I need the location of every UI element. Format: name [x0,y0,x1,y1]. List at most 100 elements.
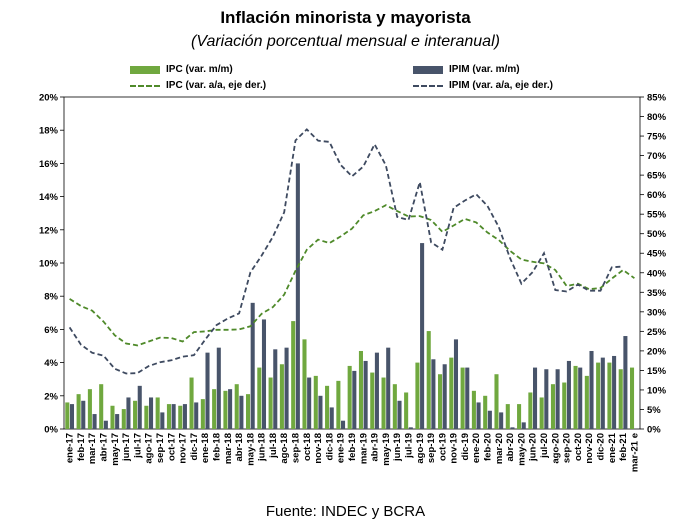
ipim-mm-bar [250,302,255,429]
ipim-mm-bar [352,370,357,429]
left-axis-tick-label: 12% [39,225,59,236]
x-axis-tick-label: abr-20 [505,433,516,462]
x-axis-tick-label: nov-20 [584,433,595,464]
ipc-mm-bar [562,382,567,429]
right-axis-tick-label: 0% [647,425,661,436]
ipc-mm-bar [460,367,465,429]
ipc-mm-bar [279,364,284,429]
right-axis-tick-label: 5% [647,405,661,416]
ipc-mm-bar [392,384,397,429]
x-axis-tick-label: nov-17 [178,433,189,464]
ipc-mm-bar [347,365,352,429]
x-axis-tick-label: dic-18 [324,433,335,460]
right-axis-tick-label: 75% [647,132,667,143]
x-axis-tick-label: feb-21 [618,432,629,461]
x-axis-tick-label: may-17 [110,433,121,466]
chart-subtitle: (Variación porcentual mensual e interanu… [191,33,500,50]
right-axis-tick-label: 25% [647,327,667,338]
ipc-mm-bar [99,384,104,429]
ipc-mm-bar [121,409,126,429]
x-axis-tick-label: jul-18 [268,433,279,459]
ipim-mm-bar [307,377,312,429]
right-axis-tick-label: 20% [647,346,667,357]
ipim-mm-bar [487,410,492,429]
x-axis-tick-label: jun-17 [121,433,132,462]
source-note: Fuente: INDEC y BCRA [265,503,426,520]
ipc-mm-bar [245,394,251,429]
x-axis-tick-label: jul-19 [404,433,415,459]
ipim-mm-bar [273,349,278,429]
right-axis-tick-label: 55% [647,210,667,221]
ipc-mm-bar [200,399,205,429]
ipc-mm-bar [573,365,578,429]
ipim-mm-bar [612,355,617,429]
x-axis-tick-label: ene-17 [65,433,76,463]
ipim-mm-bar [194,402,199,429]
ipim-mm-bar [521,422,526,429]
ipim-mm-bar [566,360,571,429]
ipim-mm-bar [228,389,233,429]
right-axis-tick-label: 85% [647,93,667,104]
ipim-mm-bar [533,367,538,429]
ipc-mm-bar [426,331,431,429]
x-axis-tick-label: abr-18 [234,433,245,462]
x-axis-tick-label: mar-17 [87,433,98,464]
x-axis-tick-label: jun-18 [257,433,268,462]
ipim-mm-bar [216,347,221,429]
x-axis-tick-label: dic-17 [189,433,200,460]
x-axis-tick-label: feb-20 [483,433,494,461]
x-axis-tick-label: jul-20 [539,433,550,459]
ipim-mm-bar [544,369,549,429]
right-axis-tick-label: 30% [647,307,667,318]
ipim-mm-bar [442,364,447,429]
ipim-mm-bar [476,402,481,429]
ipc-mm-bar [596,362,601,429]
ipim-mm-bar [92,414,97,429]
ipc-mm-bar [471,390,476,429]
x-axis-tick-label: abr-19 [370,433,381,462]
right-axis-tick-label: 15% [647,366,667,377]
ipim-mm-bar [182,404,187,429]
ipc-mm-bar [76,394,81,429]
ipim-mm-bar [578,367,583,429]
legend-ipim-mm-label: IPIM (var. m/m) [449,64,520,75]
ipc-mm-bar [449,357,454,429]
ipim-mm-bar [431,359,436,429]
chart-title: Inflación minorista y mayorista [220,8,471,27]
ipim-mm-bar [555,369,560,429]
right-axis-tick-label: 50% [647,229,667,240]
ipim-mm-bar [318,395,323,429]
ipc-mm-bar [178,405,183,429]
ipc-mm-bar [629,367,635,429]
ipc-mm-bar [517,404,522,429]
right-axis-tick-label: 45% [647,249,667,260]
ipim-mm-bar [397,400,402,429]
legend-ipc-mm-label: IPC (var. m/m) [166,64,233,75]
ipim-mm-bar [239,395,244,429]
ipim-mm-bar [160,412,165,429]
ipc-aa-line [69,204,635,347]
left-axis-tick-label: 6% [44,325,58,336]
right-axis-tick-label: 65% [647,171,667,182]
x-axis-tick-label: may-19 [381,433,392,466]
ipc-mm-bar [584,375,589,429]
right-axis-tick-label: 35% [647,288,667,299]
x-axis-tick-label: ago-20 [550,433,561,464]
ipim-mm-bar [295,163,300,429]
ipim-mm-bar [81,400,86,429]
ipim-mm-bar [623,336,628,429]
ipim-mm-bar [510,427,515,429]
left-axis-tick-label: 0% [44,425,58,436]
ipc-mm-bar [133,400,138,429]
ipim-mm-bar [341,420,346,429]
ipim-mm-bar [363,360,368,429]
ipim-mm-bar [386,347,391,429]
ipc-mm-bar [144,405,149,429]
left-axis-tick-label: 16% [39,159,59,170]
x-axis-tick-label: ene-20 [471,433,482,463]
ipc-mm-bar [325,385,330,429]
legend-ipim-aa-swatch [413,84,443,87]
ipim-mm-bar [115,414,120,429]
ipc-mm-bar [87,389,92,429]
x-axis-tick-label: sep-19 [426,433,437,463]
